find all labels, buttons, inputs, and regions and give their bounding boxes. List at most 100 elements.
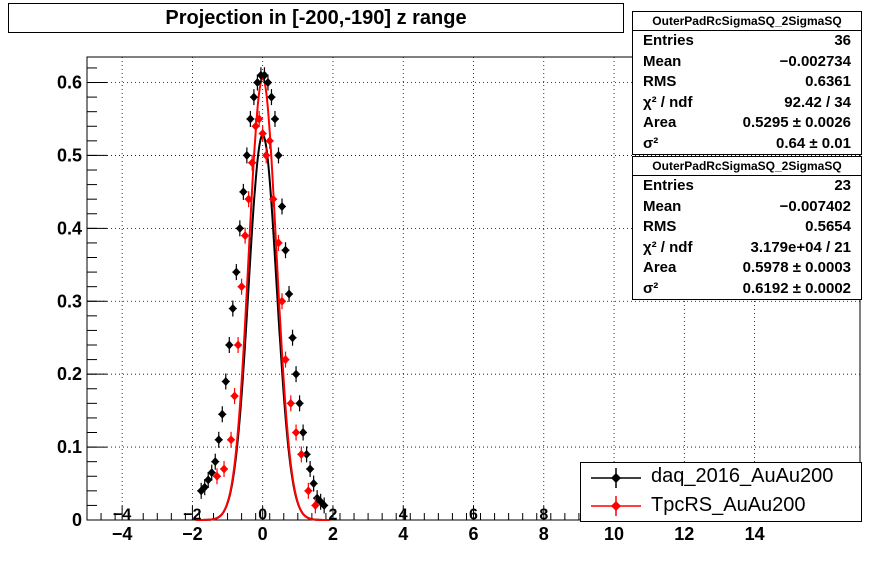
diamond-marker	[228, 304, 237, 314]
diamond-marker	[304, 486, 313, 496]
y-tick-label: 0.5	[57, 145, 82, 165]
data-point	[251, 118, 260, 135]
diamond-marker	[306, 464, 315, 474]
data-point	[304, 482, 313, 499]
stats-label: RMS	[643, 73, 677, 90]
stats-row: Area 0.5978 ± 0.0003	[633, 258, 861, 279]
diamond-marker	[204, 475, 213, 485]
x-tick-label: −2	[182, 524, 203, 544]
stats-row: Mean −0.007402	[633, 197, 861, 218]
data-point	[306, 460, 315, 477]
diamond-marker	[248, 158, 257, 168]
data-point	[288, 329, 297, 346]
diamond-marker	[288, 333, 297, 343]
data-point	[260, 67, 269, 84]
x-tick-label: 12	[674, 524, 694, 544]
x-tick-label: 0	[258, 524, 268, 544]
stats-box-name: OuterPadRcSigmaSQ_2SigmaSQ	[633, 12, 861, 31]
stats-label: σ²	[643, 279, 659, 297]
stats-row: χ² / ndf 3.179e+04 / 21	[633, 238, 861, 259]
data-point	[221, 373, 230, 390]
data-point	[295, 395, 304, 412]
stats-label: χ² / ndf	[643, 93, 693, 111]
diamond-marker	[286, 398, 295, 408]
data-point	[211, 453, 220, 470]
data-point	[292, 424, 301, 441]
x-tick-label-inner: 6	[469, 507, 478, 524]
diamond-marker	[281, 245, 290, 255]
data-point	[244, 191, 253, 208]
diamond-marker	[297, 449, 306, 459]
y-tick-label: 0.1	[57, 437, 82, 457]
stats-label: Area	[643, 259, 677, 276]
data-point	[311, 497, 320, 514]
y-tick-label: 0	[72, 510, 82, 530]
diamond-marker	[241, 231, 250, 241]
diamond-marker	[239, 187, 248, 197]
diamond-marker	[281, 355, 290, 365]
stats-value: 23	[834, 177, 851, 194]
legend-item-daq: daq_2016_AuAu200	[581, 463, 861, 492]
diamond-marker	[251, 121, 260, 131]
data-point	[249, 89, 258, 106]
legend-item-tpcrs: TpcRS_AuAu200	[581, 492, 861, 521]
diamond-marker	[270, 114, 279, 124]
diamond-marker	[299, 428, 308, 438]
stats-row: Entries 36	[633, 31, 861, 52]
x-tick-label-inner: 8	[539, 507, 548, 524]
stats-value: −0.007402	[779, 197, 851, 215]
data-point	[235, 220, 244, 237]
legend-label: TpcRS_AuAu200	[651, 494, 806, 516]
x-tick-label: −4	[112, 524, 133, 544]
stats-label: χ² / ndf	[643, 238, 693, 256]
diamond-marker	[253, 78, 262, 88]
x-tick-label: 6	[468, 524, 478, 544]
stats-value: 0.6192 ± 0.0002	[742, 279, 851, 297]
data-point	[204, 471, 213, 488]
data-point	[285, 285, 294, 302]
stats-value: 0.64 ± 0.01	[776, 134, 851, 152]
diamond-marker	[246, 114, 255, 124]
data-point	[218, 406, 227, 423]
stats-label: RMS	[643, 218, 677, 235]
fit-curve	[195, 76, 330, 521]
data-point	[234, 337, 243, 354]
data-point	[278, 198, 287, 215]
stats-value: 0.5978 ± 0.0003	[742, 259, 851, 276]
data-point	[248, 154, 257, 171]
x-tick-label: 8	[539, 524, 549, 544]
data-point	[267, 89, 276, 106]
data-point	[230, 388, 239, 405]
data-point	[309, 475, 318, 492]
data-point	[228, 300, 237, 317]
y-tick-label: 0.4	[57, 218, 82, 238]
data-point	[246, 110, 255, 127]
data-point	[227, 431, 236, 448]
diamond-marker	[249, 92, 258, 102]
x-tick-label-inner: 4	[399, 507, 408, 524]
diamond-marker	[221, 376, 230, 386]
data-point-layer	[197, 67, 329, 514]
diamond-marker	[278, 201, 287, 211]
diamond-marker	[285, 289, 294, 299]
stats-label: Area	[643, 114, 677, 131]
diamond-marker	[269, 194, 278, 204]
x-tick-label: 4	[398, 524, 408, 544]
diamond-marker	[292, 369, 301, 379]
diamond-marker	[265, 136, 274, 146]
legend-marker-red	[591, 496, 641, 516]
data-point	[258, 125, 267, 142]
stats-label: Mean	[643, 197, 682, 215]
stats-value: 3.179e+04 / 21	[750, 238, 851, 256]
diamond-marker	[234, 340, 243, 350]
chart-title: Projection in [-200,-190] z range	[8, 3, 624, 33]
stats-row: RMS 0.6361	[633, 72, 861, 93]
diamond-marker	[274, 150, 283, 160]
stats-value: 36	[834, 32, 851, 49]
stats-value: 92.42 / 34	[784, 93, 851, 111]
diamond-marker	[262, 150, 271, 160]
diamond-marker	[207, 468, 216, 478]
data-point	[281, 351, 290, 368]
stats-row: Entries 23	[633, 176, 861, 197]
data-point	[232, 264, 241, 281]
